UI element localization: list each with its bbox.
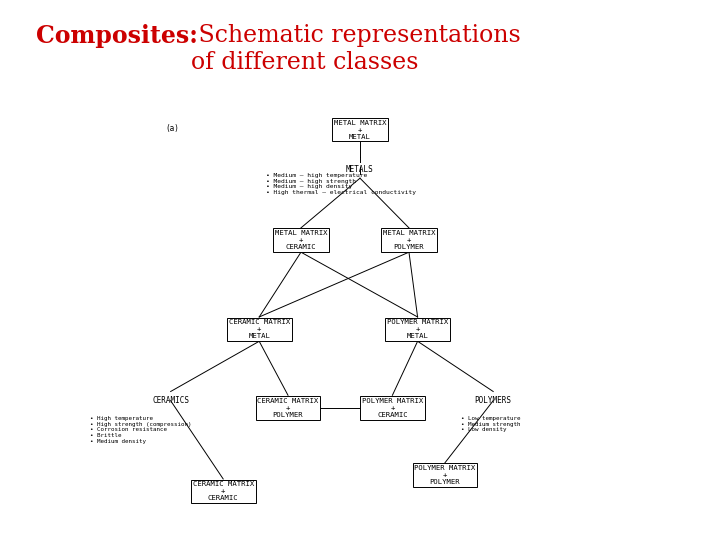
Text: METAL MATRIX
+
METAL: METAL MATRIX + METAL	[334, 119, 386, 140]
Text: • Medium – high temperature
• Medium – high strength
• Medium – high density
• H: • Medium – high temperature • Medium – h…	[266, 173, 416, 195]
Text: METALS: METALS	[346, 165, 374, 174]
Text: CERAMIC MATRIX
+
METAL: CERAMIC MATRIX + METAL	[228, 319, 290, 340]
Text: METAL MATRIX
+
POLYMER: METAL MATRIX + POLYMER	[383, 230, 435, 251]
Text: (a): (a)	[166, 124, 179, 133]
Text: POLYMER MATRIX
+
METAL: POLYMER MATRIX + METAL	[387, 319, 449, 340]
Text: • Low temperature
• Medium strength
• Low density: • Low temperature • Medium strength • Lo…	[461, 416, 521, 433]
Text: • High temperature
• High strength (compression)
• Corrosion resistance
• Brittl: • High temperature • High strength (comp…	[90, 416, 192, 444]
Text: POLYMER MATRIX
+
POLYMER: POLYMER MATRIX + POLYMER	[414, 465, 476, 485]
Text: POLYMER MATRIX
+
CERAMIC: POLYMER MATRIX + CERAMIC	[361, 397, 423, 418]
Text: CERAMICS: CERAMICS	[152, 396, 189, 405]
Text: Schematic representations
of different classes: Schematic representations of different c…	[191, 24, 521, 74]
Text: CERAMIC MATRIX
+
POLYMER: CERAMIC MATRIX + POLYMER	[257, 397, 319, 418]
Text: Composites:: Composites:	[36, 24, 198, 48]
Text: POLYMERS: POLYMERS	[474, 396, 512, 405]
Text: CERAMIC MATRIX
+
CERAMIC: CERAMIC MATRIX + CERAMIC	[192, 481, 254, 502]
Text: METAL MATRIX
+
CERAMIC: METAL MATRIX + CERAMIC	[275, 230, 327, 251]
